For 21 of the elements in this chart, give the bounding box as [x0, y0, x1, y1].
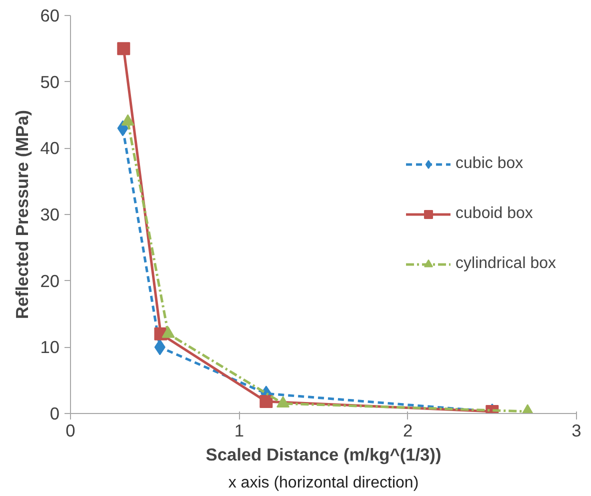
- point: [117, 42, 130, 56]
- y-axis-title: Reflected Pressure (MPa): [12, 110, 32, 319]
- x-tick-label: 3: [572, 420, 582, 440]
- x-tick-label: 0: [66, 420, 76, 440]
- y-tick-label: 0: [50, 404, 60, 424]
- x-axis-title: Scaled Distance (m/kg^(1/3)): [206, 444, 442, 464]
- text: x axis (horizontal direction): [228, 474, 419, 492]
- x-tick-label: 2: [403, 420, 413, 440]
- point: [276, 396, 290, 408]
- legend-label: cubic box: [456, 155, 524, 173]
- point: [121, 114, 134, 126]
- y-tick-label: 10: [40, 337, 60, 358]
- y-tick-label: 60: [40, 6, 60, 26]
- y-tick-label: 50: [40, 72, 60, 92]
- point: [162, 326, 175, 338]
- legend-label: cylindrical box: [456, 255, 556, 273]
- y-tick-label: 30: [40, 204, 60, 224]
- legend-label: cuboid box: [456, 205, 533, 223]
- y-tick-label: 20: [40, 270, 60, 291]
- x-tick-label: 1: [234, 420, 244, 440]
- y-tick-label: 40: [40, 138, 60, 158]
